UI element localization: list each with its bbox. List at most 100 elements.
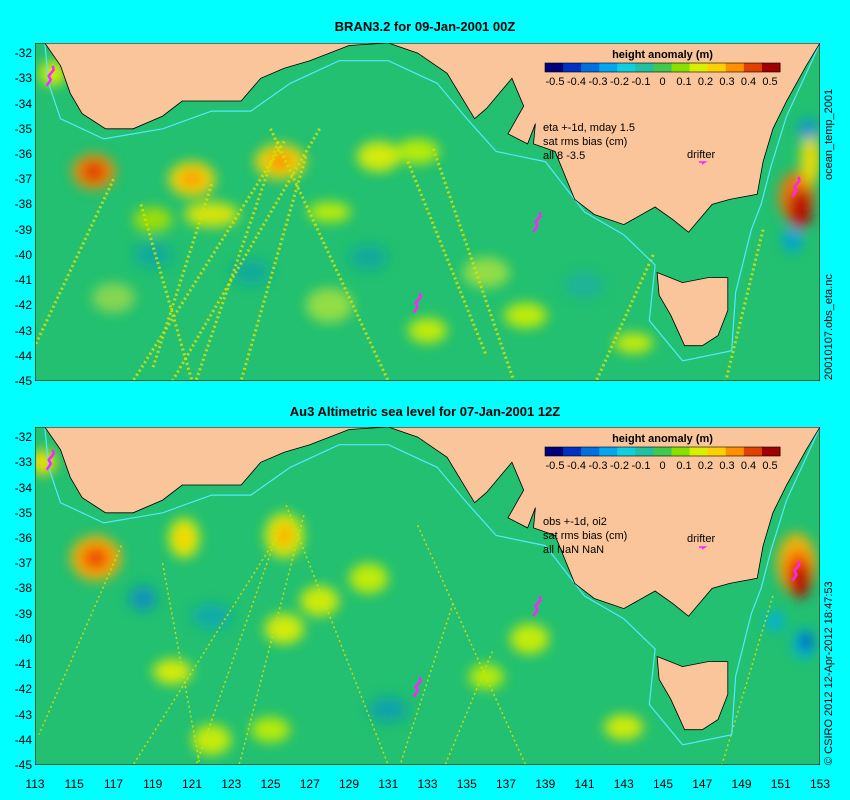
colorbar-segment: [761, 447, 781, 456]
x-tick-label: 115: [64, 777, 84, 791]
satellite-track: [131, 140, 286, 381]
colorbar-segment: [545, 447, 564, 456]
x-tick-label: 141: [574, 777, 595, 791]
satellite-track: [417, 525, 527, 765]
drifter-legend-mark: [699, 546, 708, 550]
colorbar-segment: [671, 63, 691, 72]
satellite-track: [38, 545, 123, 736]
x-tick-label: 123: [221, 777, 242, 791]
colorbar-tick: -0.1: [632, 76, 651, 88]
satellite-track: [285, 504, 389, 765]
colorbar-segment: [671, 447, 691, 456]
colorbar-segment: [617, 63, 636, 72]
colorbar-tick: 0: [659, 460, 665, 472]
x-tick-label: 119: [143, 777, 163, 791]
y-tick-label: -34: [14, 480, 32, 495]
colorbar-segment: [743, 447, 763, 456]
info-line: obs +-1d, oi2: [543, 516, 607, 528]
colorbar-tick: 0.4: [741, 76, 756, 88]
y-tick-label: -39: [14, 606, 32, 621]
drifter-legend-mark: [699, 161, 708, 165]
panel1-title: BRAN3.2 for 09-Jan-2001 00Z: [334, 19, 516, 34]
drifter-track: [45, 65, 56, 87]
x-tick-label: 127: [299, 777, 320, 791]
colorbar-tick: -0.2: [610, 460, 629, 472]
colorbar-tick: 0.2: [698, 76, 713, 88]
colorbar-tick: -0.3: [589, 460, 608, 472]
y-tick-label: -37: [14, 172, 32, 187]
colorbar-tick: -0.1: [632, 460, 651, 472]
y-tick-label: -40: [14, 247, 32, 262]
satellite-track: [724, 229, 765, 381]
colorbar-segment: [707, 63, 727, 72]
x-tick-label: 117: [103, 777, 124, 791]
drifter-track: [412, 676, 423, 698]
drifter-label: drifter: [687, 149, 715, 161]
satellite-track: [431, 148, 516, 381]
y-tick-label: -42: [14, 298, 32, 313]
y-tick-label: -45: [14, 374, 32, 388]
colorbar-segment: [653, 63, 673, 72]
y-tick-label: -45: [14, 758, 32, 772]
colorbar-segment: [581, 447, 600, 456]
y-tick-label: -41: [14, 273, 32, 288]
colorbar-segment: [581, 63, 600, 72]
y-tick-label: -43: [14, 707, 32, 722]
shelf-contour: [44, 427, 820, 746]
drifter-track: [791, 560, 801, 582]
drifter-track: [791, 176, 801, 198]
info-line: all NaN NaN: [543, 544, 604, 556]
colorbar-tick: -0.5: [546, 76, 565, 88]
y-tick-label: -36: [14, 530, 32, 545]
colorbar-segment: [599, 63, 618, 72]
y-tick-label: -36: [14, 146, 32, 161]
colorbar-tick: -0.4: [567, 460, 586, 472]
colorbar-tick: -0.3: [589, 76, 608, 88]
panel1-top-right-label: ocean_temp_2001: [823, 88, 835, 180]
panel1-side-label: 20010107.obs_eta.nc: [823, 274, 835, 380]
satellite-track: [399, 603, 454, 765]
colorbar-segment: [725, 447, 745, 456]
colorbar-segment: [689, 63, 709, 72]
y-tick-label: -34: [14, 96, 32, 111]
y-tick-label: -37: [14, 556, 32, 571]
drifter-track: [532, 211, 542, 233]
tasmania: [656, 655, 729, 731]
panel2-map: height anomaly (m)-0.5 -0.4 -0.3 -0.2 -0.1 0 0…: [35, 427, 820, 765]
satellite-track: [139, 204, 194, 381]
satellite-track: [132, 524, 285, 765]
y-tick-label: -43: [14, 323, 32, 338]
x-tick-label: 135: [456, 777, 477, 791]
colorbar-tick: 0.1: [676, 460, 691, 472]
colorbar-tick: 0.3: [719, 76, 734, 88]
legend-title: height anomaly (m): [612, 49, 713, 61]
satellite-track: [195, 525, 282, 765]
colorbar-segment: [599, 447, 618, 456]
drifter-track: [532, 595, 542, 617]
drifter-track: [45, 449, 56, 471]
y-tick-label: -33: [14, 71, 32, 86]
satellite-track: [161, 563, 201, 765]
colorbar-tick: 0.2: [698, 460, 713, 472]
colorbar-segment: [707, 447, 727, 456]
colorbar-segment: [725, 63, 745, 72]
colorbar-tick: 0.1: [676, 76, 691, 88]
colorbar-segment: [635, 447, 654, 456]
colorbar-segment: [689, 447, 709, 456]
colorbar-tick: 0.3: [719, 460, 734, 472]
y-tick-label: -42: [14, 682, 32, 697]
info-line: sat rms bias (cm): [543, 136, 627, 148]
drifter-label: drifter: [687, 533, 715, 545]
colorbar-segment: [545, 63, 564, 72]
info-line: eta +-1d, mday 1.5: [543, 122, 635, 134]
colorbar-segment: [653, 447, 673, 456]
x-tick-label: 147: [692, 777, 713, 791]
satellite-track: [269, 128, 390, 381]
colorbar-tick: -0.5: [546, 460, 565, 472]
panel2-side-label: © CSIRO 2012 12-Apr-2012 18:47:53: [823, 581, 835, 765]
colorbar-segment: [563, 63, 582, 72]
colorbar-tick: -0.4: [567, 76, 586, 88]
colorbar-tick: 0: [659, 76, 665, 88]
satellite-track: [444, 651, 493, 765]
x-tick-label: 113: [25, 777, 45, 791]
